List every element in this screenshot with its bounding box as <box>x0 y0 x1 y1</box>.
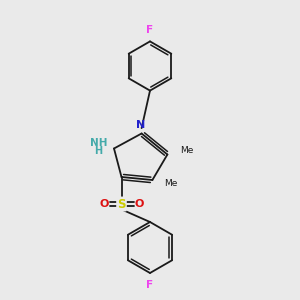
Text: O: O <box>99 199 109 209</box>
Text: Me: Me <box>164 178 177 188</box>
Text: O: O <box>134 199 144 209</box>
Text: N: N <box>136 120 146 130</box>
Text: F: F <box>146 280 154 290</box>
Text: Me: Me <box>180 146 194 155</box>
Text: H: H <box>94 146 103 157</box>
Text: F: F <box>146 25 154 35</box>
Text: S: S <box>117 197 126 211</box>
Text: NH: NH <box>90 138 107 148</box>
